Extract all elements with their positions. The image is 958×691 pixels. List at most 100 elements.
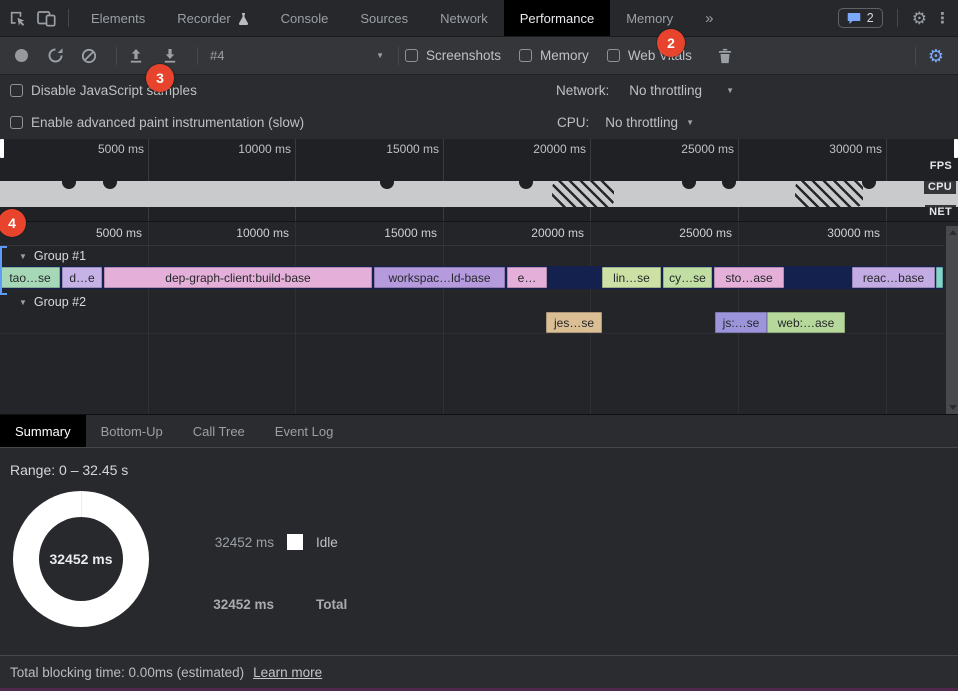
tab-network[interactable]: Network bbox=[424, 0, 504, 36]
time-tick-label: 20000 ms bbox=[533, 142, 586, 156]
grid-line bbox=[295, 222, 296, 414]
inspect-element-icon[interactable] bbox=[8, 9, 27, 28]
flame-event-bar[interactable] bbox=[936, 267, 943, 288]
cpu-busy-region bbox=[552, 181, 614, 207]
flame-event-bar[interactable]: d…e bbox=[62, 267, 102, 288]
record-button[interactable] bbox=[8, 43, 34, 69]
cpu-activity-dip bbox=[62, 181, 76, 189]
timeline-overview[interactable]: FPS CPU NET 5000 ms 10000 ms 15000 ms 20000… bbox=[0, 139, 958, 221]
tab-memory[interactable]: Memory bbox=[610, 0, 689, 36]
window-edge bbox=[0, 688, 958, 691]
save-profile-button[interactable] bbox=[157, 43, 183, 69]
ruler-divider bbox=[0, 245, 944, 246]
profile-select[interactable]: #4 ▼ bbox=[204, 48, 390, 63]
divider bbox=[68, 9, 69, 27]
more-options-icon[interactable]: ⋮ bbox=[935, 9, 950, 27]
checkbox-icon bbox=[519, 49, 533, 62]
flame-event-bar[interactable]: sto…ase bbox=[714, 267, 784, 288]
memory-checkbox[interactable]: Memory bbox=[519, 48, 589, 63]
selection-bracket bbox=[0, 246, 7, 295]
tab-performance[interactable]: Performance bbox=[503, 0, 611, 36]
grid-line bbox=[443, 139, 444, 221]
scroll-down-icon[interactable] bbox=[949, 405, 957, 410]
summary-pane: Range: 0 – 32.45 s 32452 ms 32452 ms Idle… bbox=[0, 448, 958, 691]
checkbox-icon bbox=[405, 49, 418, 62]
flame-event-bar[interactable]: jes…se bbox=[546, 312, 602, 333]
time-tick-label: 25000 ms bbox=[679, 226, 732, 240]
messages-counter[interactable]: 2 bbox=[837, 8, 883, 28]
flame-scrollbar[interactable] bbox=[944, 226, 958, 414]
flask-icon bbox=[238, 12, 249, 25]
flame-event-bar[interactable]: reac…base bbox=[852, 267, 935, 288]
tab-label: Memory bbox=[626, 10, 674, 26]
cpu-throttling: CPU: No throttling ▼ bbox=[557, 115, 694, 130]
flame-event-bar[interactable]: web:…ase bbox=[767, 312, 845, 333]
tab-sources[interactable]: Sources bbox=[344, 0, 424, 36]
overview-left-handle[interactable] bbox=[0, 139, 4, 158]
group-header[interactable]: ▼ Group #1 bbox=[0, 246, 86, 266]
flame-event-bar[interactable]: dep-graph-client:build-base bbox=[104, 267, 372, 288]
settings-gear-icon[interactable]: ⚙ bbox=[911, 8, 927, 28]
summary-donut-chart: 32452 ms bbox=[13, 491, 149, 627]
time-tick-label: 5000 ms bbox=[95, 226, 142, 240]
flame-chart[interactable]: 5000 ms 10000 ms 15000 ms 20000 ms 25000 ms 3… bbox=[0, 221, 958, 414]
advanced-paint-checkbox[interactable]: Enable advanced paint instrumentation (s… bbox=[10, 115, 304, 130]
tab-elements[interactable]: Elements bbox=[75, 0, 161, 36]
screenshots-checkbox[interactable]: Screenshots bbox=[405, 48, 501, 63]
learn-more-link[interactable]: Learn more bbox=[253, 664, 323, 680]
profile-select-value: #4 bbox=[210, 48, 225, 63]
tab-event-log[interactable]: Event Log bbox=[274, 423, 334, 439]
group-header[interactable]: ▼ Group #2 bbox=[0, 292, 86, 312]
time-tick-label: 25000 ms bbox=[681, 142, 734, 156]
tab-console[interactable]: Console bbox=[265, 0, 345, 36]
divider bbox=[896, 9, 898, 27]
flame-event-bar[interactable]: lin…se bbox=[602, 267, 661, 288]
overview-right-handle[interactable] bbox=[954, 139, 958, 158]
tab-summary[interactable]: Summary bbox=[0, 415, 86, 447]
total-blocking-time-text: Total blocking time: 0.00ms (estimated) bbox=[10, 664, 245, 680]
time-tick-label: 30000 ms bbox=[829, 142, 882, 156]
record-icon bbox=[14, 49, 28, 62]
cpu-label: CPU: bbox=[557, 115, 590, 130]
scroll-up-icon[interactable] bbox=[949, 230, 957, 235]
grid-line bbox=[738, 139, 739, 221]
chevron-down-icon: ▼ bbox=[726, 86, 734, 95]
tab-bar-left-icons bbox=[0, 9, 62, 28]
tab-label: Sources bbox=[360, 10, 409, 26]
grid-line bbox=[590, 139, 591, 221]
time-tick-label: 15000 ms bbox=[384, 226, 437, 240]
net-lane-label: NET bbox=[925, 205, 956, 219]
details-tab-bar: Summary Bottom-Up Call Tree Event Log bbox=[0, 414, 958, 448]
clear-button[interactable] bbox=[76, 43, 102, 69]
main-tab-bar: Elements Recorder Console Sources Network Per… bbox=[0, 0, 958, 37]
tab-recorder[interactable]: Recorder bbox=[161, 0, 264, 36]
load-profile-button[interactable] bbox=[123, 43, 149, 69]
chevron-down-icon: ▼ bbox=[686, 118, 694, 127]
device-toolbar-icon[interactable] bbox=[37, 10, 56, 27]
reload-and-record-button[interactable] bbox=[42, 43, 68, 69]
tab-label: Elements bbox=[91, 10, 146, 26]
tab-call-tree[interactable]: Call Tree bbox=[192, 423, 245, 439]
cpu-throttling-select[interactable]: No throttling bbox=[605, 115, 679, 130]
flame-event-bar[interactable]: js:…se bbox=[715, 312, 767, 333]
step-badge-3: 3 bbox=[146, 64, 174, 92]
time-tick-label: 10000 ms bbox=[238, 142, 291, 156]
fps-lane-label: FPS bbox=[925, 159, 956, 173]
tab-label: Console bbox=[280, 10, 329, 26]
divider bbox=[914, 46, 916, 65]
flame-event-bar[interactable]: workspac…ld-base bbox=[374, 267, 505, 288]
legend-value: 32452 ms bbox=[213, 597, 274, 612]
network-throttling-select[interactable]: No throttling bbox=[629, 83, 703, 98]
flame-event-bar[interactable]: tao…se bbox=[0, 267, 60, 288]
capture-settings-gear-icon[interactable]: ⚙ bbox=[927, 45, 944, 66]
more-tabs-button[interactable]: » bbox=[689, 0, 729, 36]
flame-event-bar[interactable]: e… bbox=[507, 267, 547, 288]
grid-line bbox=[295, 139, 296, 221]
grid-line bbox=[148, 139, 149, 221]
time-tick-label: 15000 ms bbox=[386, 142, 439, 156]
garbage-collect-button[interactable] bbox=[712, 43, 738, 69]
flame-event-bar[interactable]: cy…se bbox=[663, 267, 712, 288]
tab-bottom-up[interactable]: Bottom-Up bbox=[100, 423, 163, 439]
tab-label: Network bbox=[440, 10, 488, 26]
